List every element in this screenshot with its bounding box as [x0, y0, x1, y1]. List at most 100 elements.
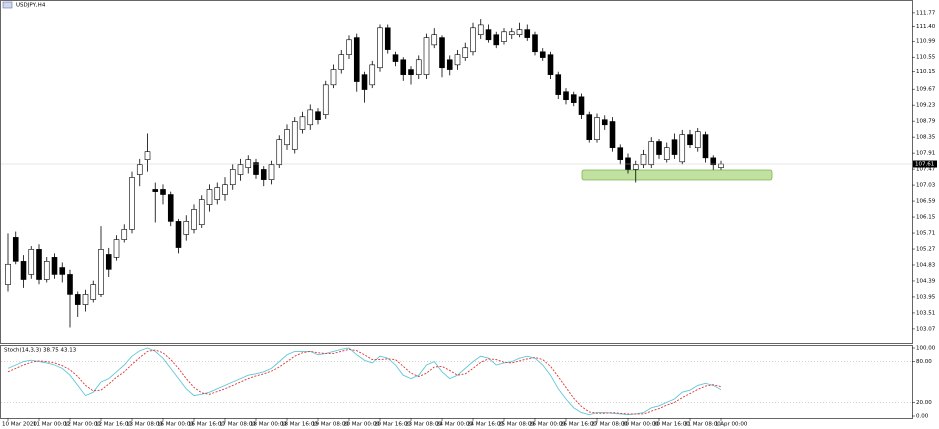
candle-body: [710, 157, 717, 166]
candle-body: [547, 54, 554, 75]
candle-body: [640, 154, 647, 166]
y-tick-label: 109.23: [916, 103, 936, 109]
y-tick-label: 80.00: [916, 359, 932, 365]
candle-body: [679, 134, 686, 163]
candle-body: [129, 177, 135, 230]
candle-body: [59, 267, 66, 275]
y-tick-label: 108.35: [916, 135, 936, 141]
y-tick-label: 105.27: [916, 247, 936, 253]
y-tick-label: 111.77: [916, 10, 936, 16]
candle-body: [268, 164, 275, 180]
x-tick-label: 19 Mar 08:00: [312, 422, 349, 428]
y-tick-label: 107.91: [916, 151, 935, 157]
candle-body: [470, 27, 476, 53]
bid-label-box: [913, 160, 937, 168]
y-tick-label: 104.39: [916, 278, 936, 284]
y-tick-label: 110.55: [916, 55, 936, 61]
candle-body: [82, 294, 89, 305]
x-tick-label: 26 Mar 16:00: [560, 422, 597, 428]
candle-body: [415, 59, 422, 75]
candle-body: [90, 284, 97, 300]
candle-body: [136, 164, 143, 175]
candle-body: [36, 249, 42, 280]
candle-body: [322, 84, 329, 115]
candle-body: [229, 169, 236, 186]
y-tick-label: 106.59: [916, 199, 936, 205]
candle-body: [291, 121, 298, 150]
candle-body: [160, 189, 166, 195]
stoch-line: [7, 347, 722, 416]
stoch-line: [7, 348, 722, 415]
candle-body: [315, 111, 321, 120]
y-tick-label: 103.95: [916, 294, 936, 300]
candle-body: [191, 209, 197, 230]
candle-body: [493, 34, 500, 46]
candle-body: [601, 119, 608, 126]
x-tick-label: 31 Mar 08:00: [684, 422, 721, 428]
candle-body: [361, 74, 368, 90]
y-tick-label: 0.00: [916, 414, 929, 420]
candle-body: [656, 141, 662, 155]
x-tick-label: 1 Apr 00:00: [715, 422, 748, 428]
y-tick-label: 110.15: [916, 69, 936, 75]
x-tick-label: 27 Mar 08:00: [591, 422, 628, 428]
candle-body: [694, 131, 701, 148]
candle-body: [121, 229, 128, 240]
candle-body: [307, 109, 314, 126]
y-tick-label: 107.03: [916, 183, 936, 189]
bid-label: 107.61: [915, 162, 934, 168]
candle-body: [431, 34, 438, 46]
candle-body: [175, 221, 182, 248]
x-tick-label: 23 Mar 08:00: [405, 422, 442, 428]
y-tick-label: 110.99: [916, 39, 936, 45]
candle-body: [446, 59, 453, 70]
candle-body: [462, 47, 469, 58]
candle-body: [423, 37, 430, 75]
x-tick-label: 10 Mar 2020: [2, 422, 37, 428]
x-tick-label: 24 Mar 00:00: [436, 422, 473, 428]
x-tick-label: 17 Mar 08:00: [219, 422, 256, 428]
candle-body: [625, 157, 631, 170]
candle-body: [105, 254, 112, 270]
x-tick-label: 20 Mar 00:00: [343, 422, 380, 428]
candle-body: [392, 54, 399, 62]
x-tick-label: 24 Mar 16:00: [467, 422, 504, 428]
x-tick-label: 16 Mar 00:00: [157, 422, 194, 428]
candle-body: [276, 139, 283, 166]
x-tick-label: 12 Mar 00:00: [64, 422, 101, 428]
candle-body: [702, 134, 709, 159]
x-tick-label: 12 Mar 16:00: [95, 422, 132, 428]
y-tick-label: 104.83: [916, 262, 936, 268]
candle-body: [253, 162, 259, 175]
candle-body: [485, 29, 492, 41]
x-tick-label: 16 Mar 16:00: [188, 422, 225, 428]
x-tick-label: 30 Mar 00:00: [622, 422, 659, 428]
candle-body: [198, 199, 205, 225]
y-tick-label: 111.40: [916, 24, 936, 30]
candle-body: [28, 249, 35, 275]
y-tick-label: 109.67: [916, 87, 936, 93]
candle-body: [98, 249, 104, 295]
candle-body: [454, 54, 461, 66]
chart-icon: [2, 1, 13, 9]
x-tick-label: 13 Mar 08:00: [126, 422, 163, 428]
candle-body: [477, 24, 484, 35]
x-tick-label: 11 Mar 00:00: [33, 422, 70, 428]
candle-body: [144, 151, 151, 160]
candle-body: [501, 31, 507, 42]
candle-body: [377, 27, 383, 69]
candle-body: [632, 164, 639, 170]
candle-body: [74, 294, 81, 305]
candle-body: [152, 189, 159, 192]
x-tick-label: 20 Mar 16:00: [374, 422, 411, 428]
candle-body: [20, 261, 27, 280]
candle-body: [43, 261, 50, 280]
candle-body: [222, 184, 228, 195]
candle-body: [113, 239, 120, 258]
candle-body: [260, 169, 267, 180]
candle-body: [687, 134, 693, 146]
candle-body: [439, 37, 445, 69]
candle-body: [384, 27, 391, 50]
candle-body: [353, 37, 360, 82]
